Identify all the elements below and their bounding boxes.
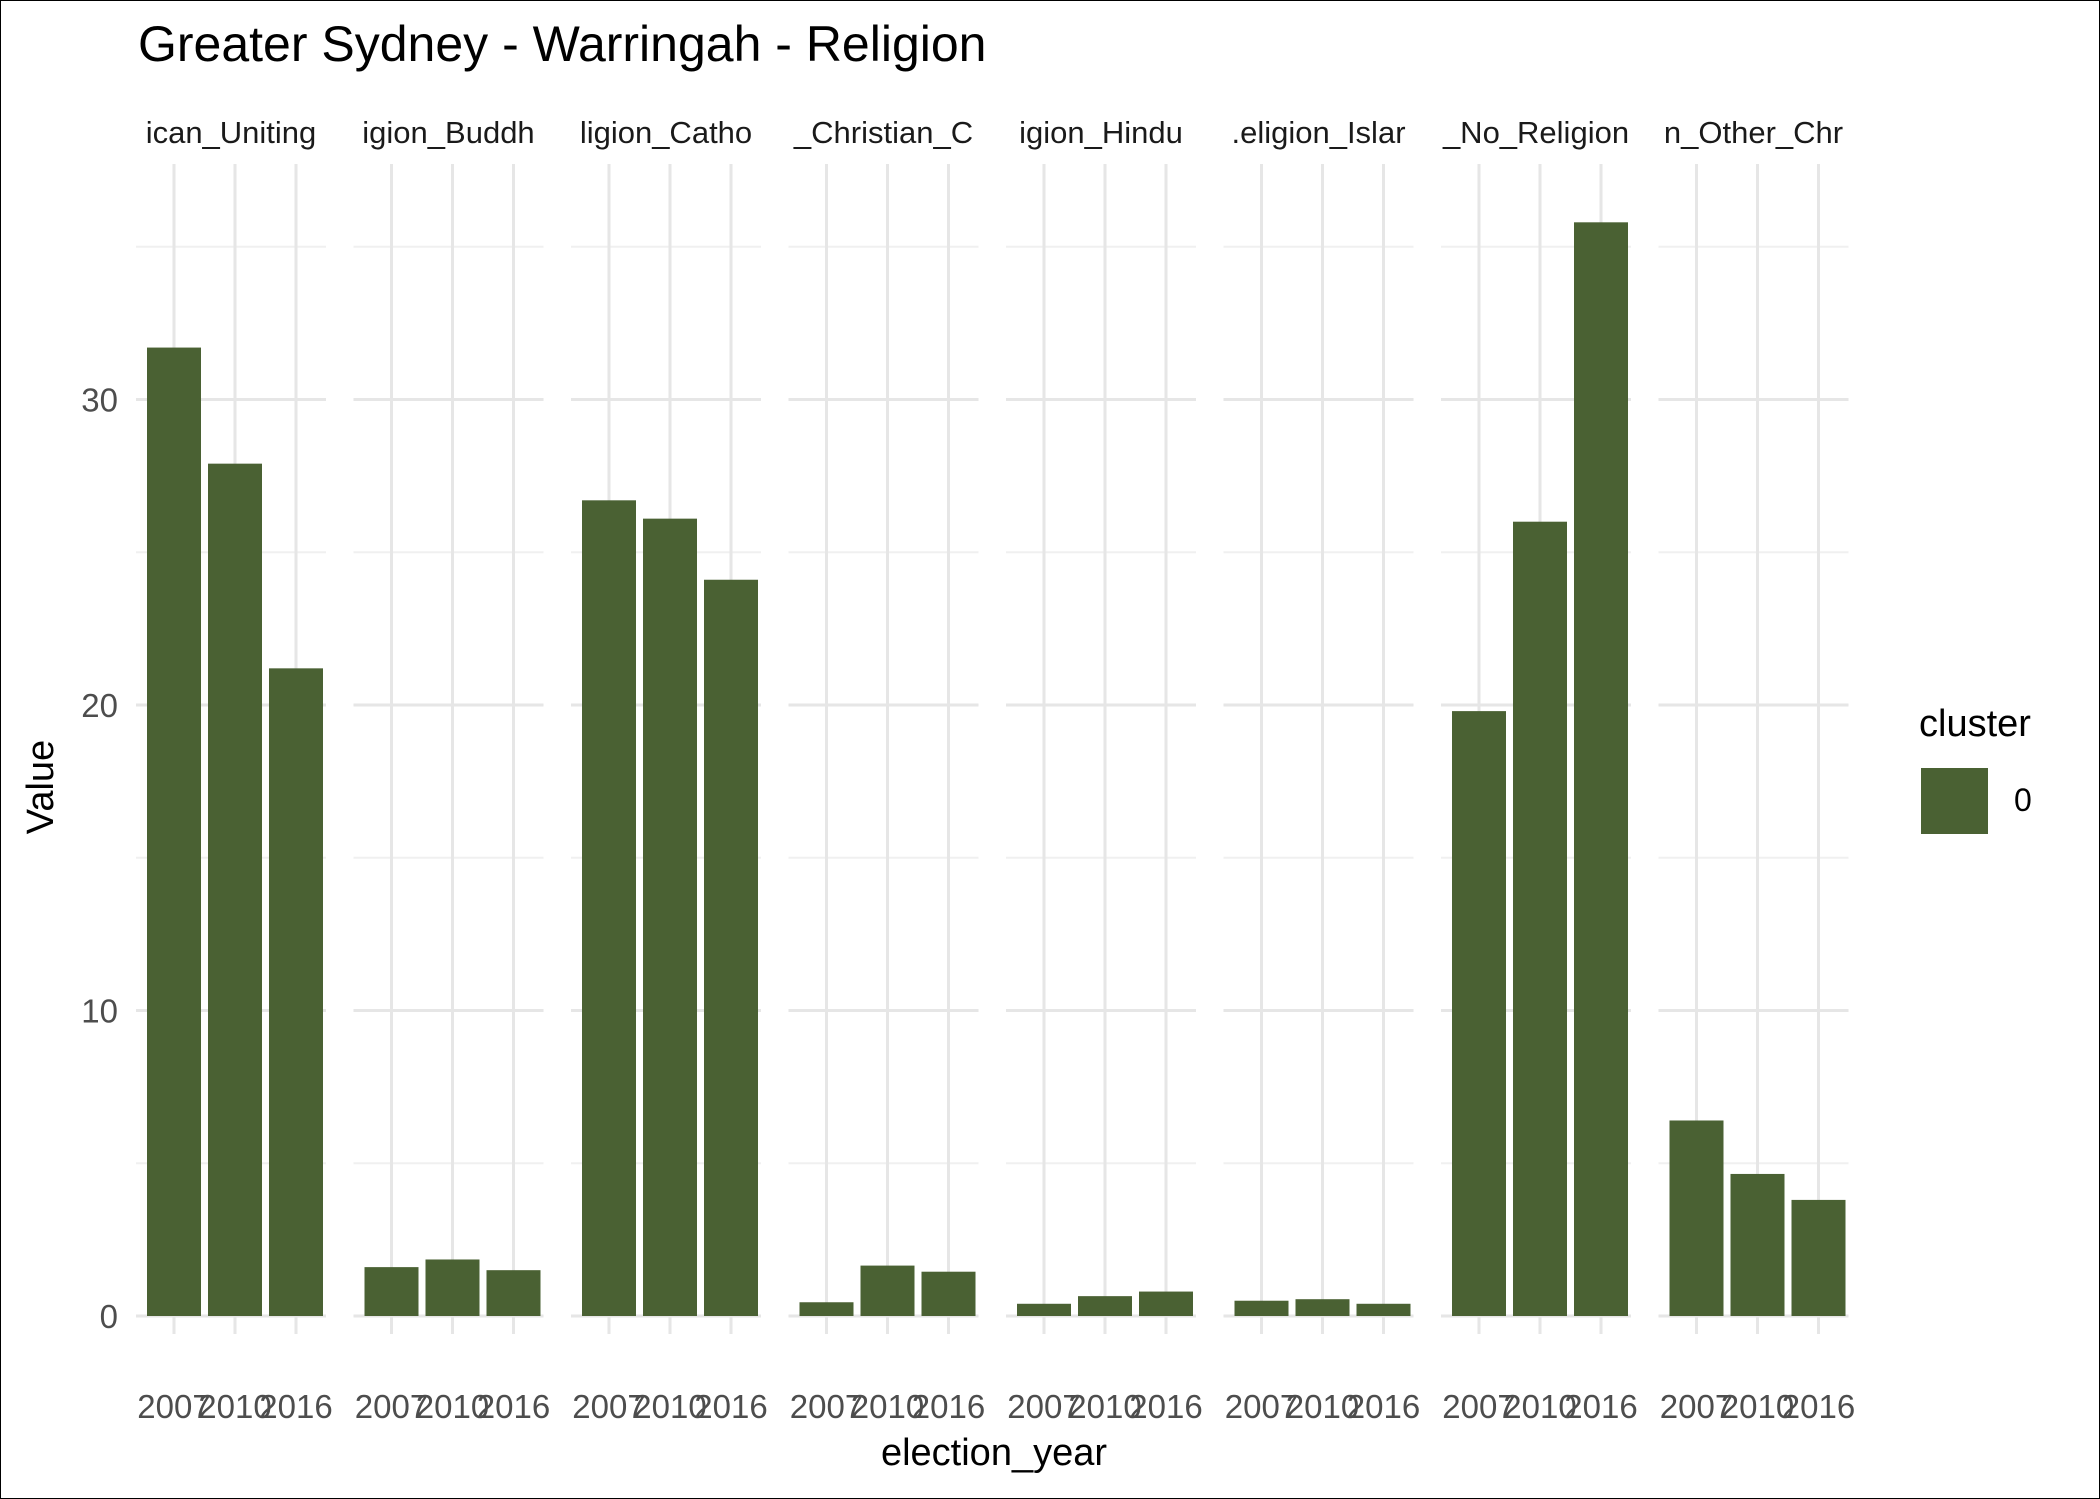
bar [1078, 1296, 1132, 1316]
x-tick-label: 2016 [1347, 1388, 1420, 1425]
y-axis-label: Value [20, 740, 62, 834]
legend: cluster 0 [1919, 703, 2032, 834]
facet-strip-label: .eligion_Islar [1231, 115, 1405, 150]
y-axis: 0 10 20 30 [81, 382, 118, 1336]
y-tick-label: 10 [81, 993, 118, 1030]
facet-strip-label: n_Other_Chr [1664, 115, 1843, 150]
bar [800, 1302, 854, 1316]
legend-title: cluster [1919, 703, 2031, 745]
y-tick-label: 20 [81, 687, 118, 724]
bar [1017, 1304, 1071, 1316]
bar [582, 500, 636, 1316]
bar [861, 1266, 915, 1316]
bar [1296, 1299, 1350, 1316]
bar [1452, 711, 1506, 1316]
bar [208, 464, 262, 1316]
bar [1513, 522, 1567, 1316]
bar [147, 348, 201, 1316]
x-axis-label: election_year [881, 1432, 1107, 1474]
bar [426, 1259, 480, 1316]
legend-key [1921, 768, 1988, 834]
bar [922, 1272, 976, 1316]
y-tick-label: 0 [100, 1298, 118, 1335]
facet-panels: ican_Uniting200720102016igion_Buddh20072… [136, 115, 1855, 1425]
bar [1574, 222, 1628, 1316]
chart-title: Greater Sydney - Warringah - Religion [138, 16, 987, 72]
x-tick-label: 2016 [259, 1388, 332, 1425]
x-tick-label: 2016 [477, 1388, 550, 1425]
bar [1235, 1301, 1289, 1316]
x-tick-label: 2016 [912, 1388, 985, 1425]
bar [1139, 1292, 1193, 1316]
bar [1670, 1120, 1724, 1316]
facet-strip-label: ican_Uniting [146, 115, 317, 150]
facet-strip-label: igion_Hindu [1019, 115, 1183, 150]
facet-strip-label: _No_Religion [1442, 115, 1629, 150]
facet-strip-label: igion_Buddh [362, 115, 534, 150]
facet-strip-label: _Christian_C [793, 115, 973, 150]
x-tick-label: 2016 [1129, 1388, 1202, 1425]
bar [1357, 1304, 1411, 1316]
legend-label: 0 [2014, 782, 2032, 818]
x-tick-label: 2016 [1564, 1388, 1637, 1425]
bar [1731, 1174, 1785, 1316]
y-tick-label: 30 [81, 382, 118, 419]
x-tick-label: 2016 [694, 1388, 767, 1425]
facet-strip-label: ligion_Catho [580, 115, 752, 150]
bar [269, 668, 323, 1316]
bar [487, 1270, 541, 1316]
x-tick-label: 2016 [1782, 1388, 1855, 1425]
bar [1792, 1200, 1846, 1316]
bar [643, 519, 697, 1316]
bar [704, 580, 758, 1316]
bar [365, 1267, 419, 1316]
